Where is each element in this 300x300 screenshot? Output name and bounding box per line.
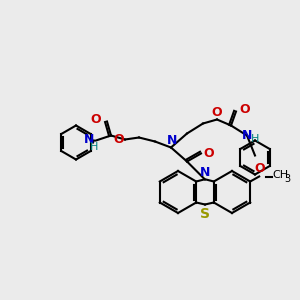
Text: N: N <box>242 129 252 142</box>
Text: H: H <box>251 134 259 143</box>
Text: H: H <box>90 142 98 152</box>
Text: N: N <box>84 133 94 146</box>
Text: O: O <box>239 103 250 116</box>
Text: 3: 3 <box>284 173 290 184</box>
Text: O: O <box>212 106 222 118</box>
Text: O: O <box>90 113 101 126</box>
Text: S: S <box>200 208 210 221</box>
Text: O: O <box>113 133 124 146</box>
Text: O: O <box>255 163 266 176</box>
Text: N: N <box>167 134 177 146</box>
Text: CH: CH <box>272 170 288 181</box>
Text: O: O <box>203 147 214 160</box>
Text: N: N <box>200 166 210 178</box>
